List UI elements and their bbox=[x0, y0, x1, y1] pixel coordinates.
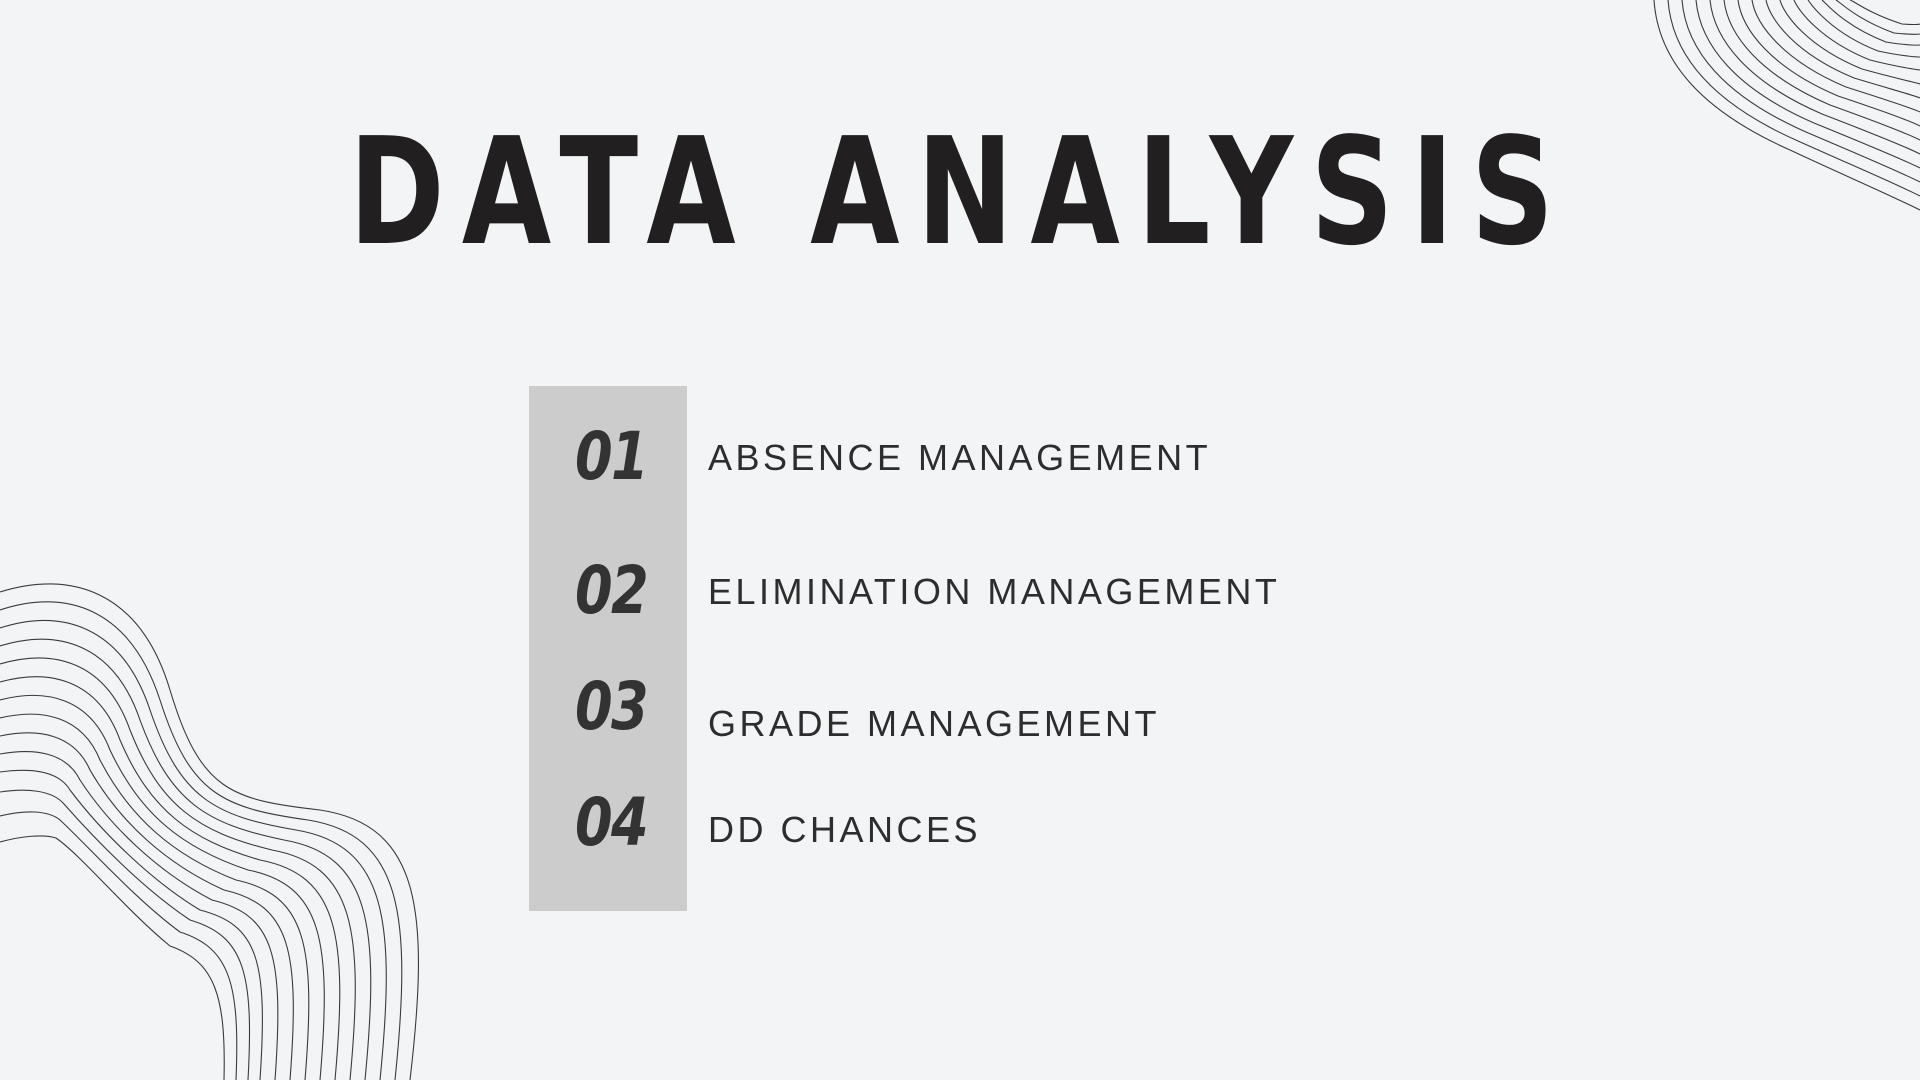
item-number: 01 bbox=[575, 418, 649, 495]
item-label: DD CHANCES bbox=[708, 809, 982, 850]
number-column bbox=[529, 386, 687, 911]
contour-lines-bottom-left bbox=[0, 583, 420, 1080]
item-number: 03 bbox=[575, 668, 649, 745]
item-label: ELIMINATION MANAGEMENT bbox=[708, 571, 1281, 612]
item-label: GRADE MANAGEMENT bbox=[708, 703, 1161, 744]
item-label: ABSENCE MANAGEMENT bbox=[708, 437, 1212, 478]
page-title: DATA ANALYSIS bbox=[348, 106, 1572, 278]
item-number: 02 bbox=[575, 552, 649, 629]
item-number: 04 bbox=[575, 784, 649, 861]
